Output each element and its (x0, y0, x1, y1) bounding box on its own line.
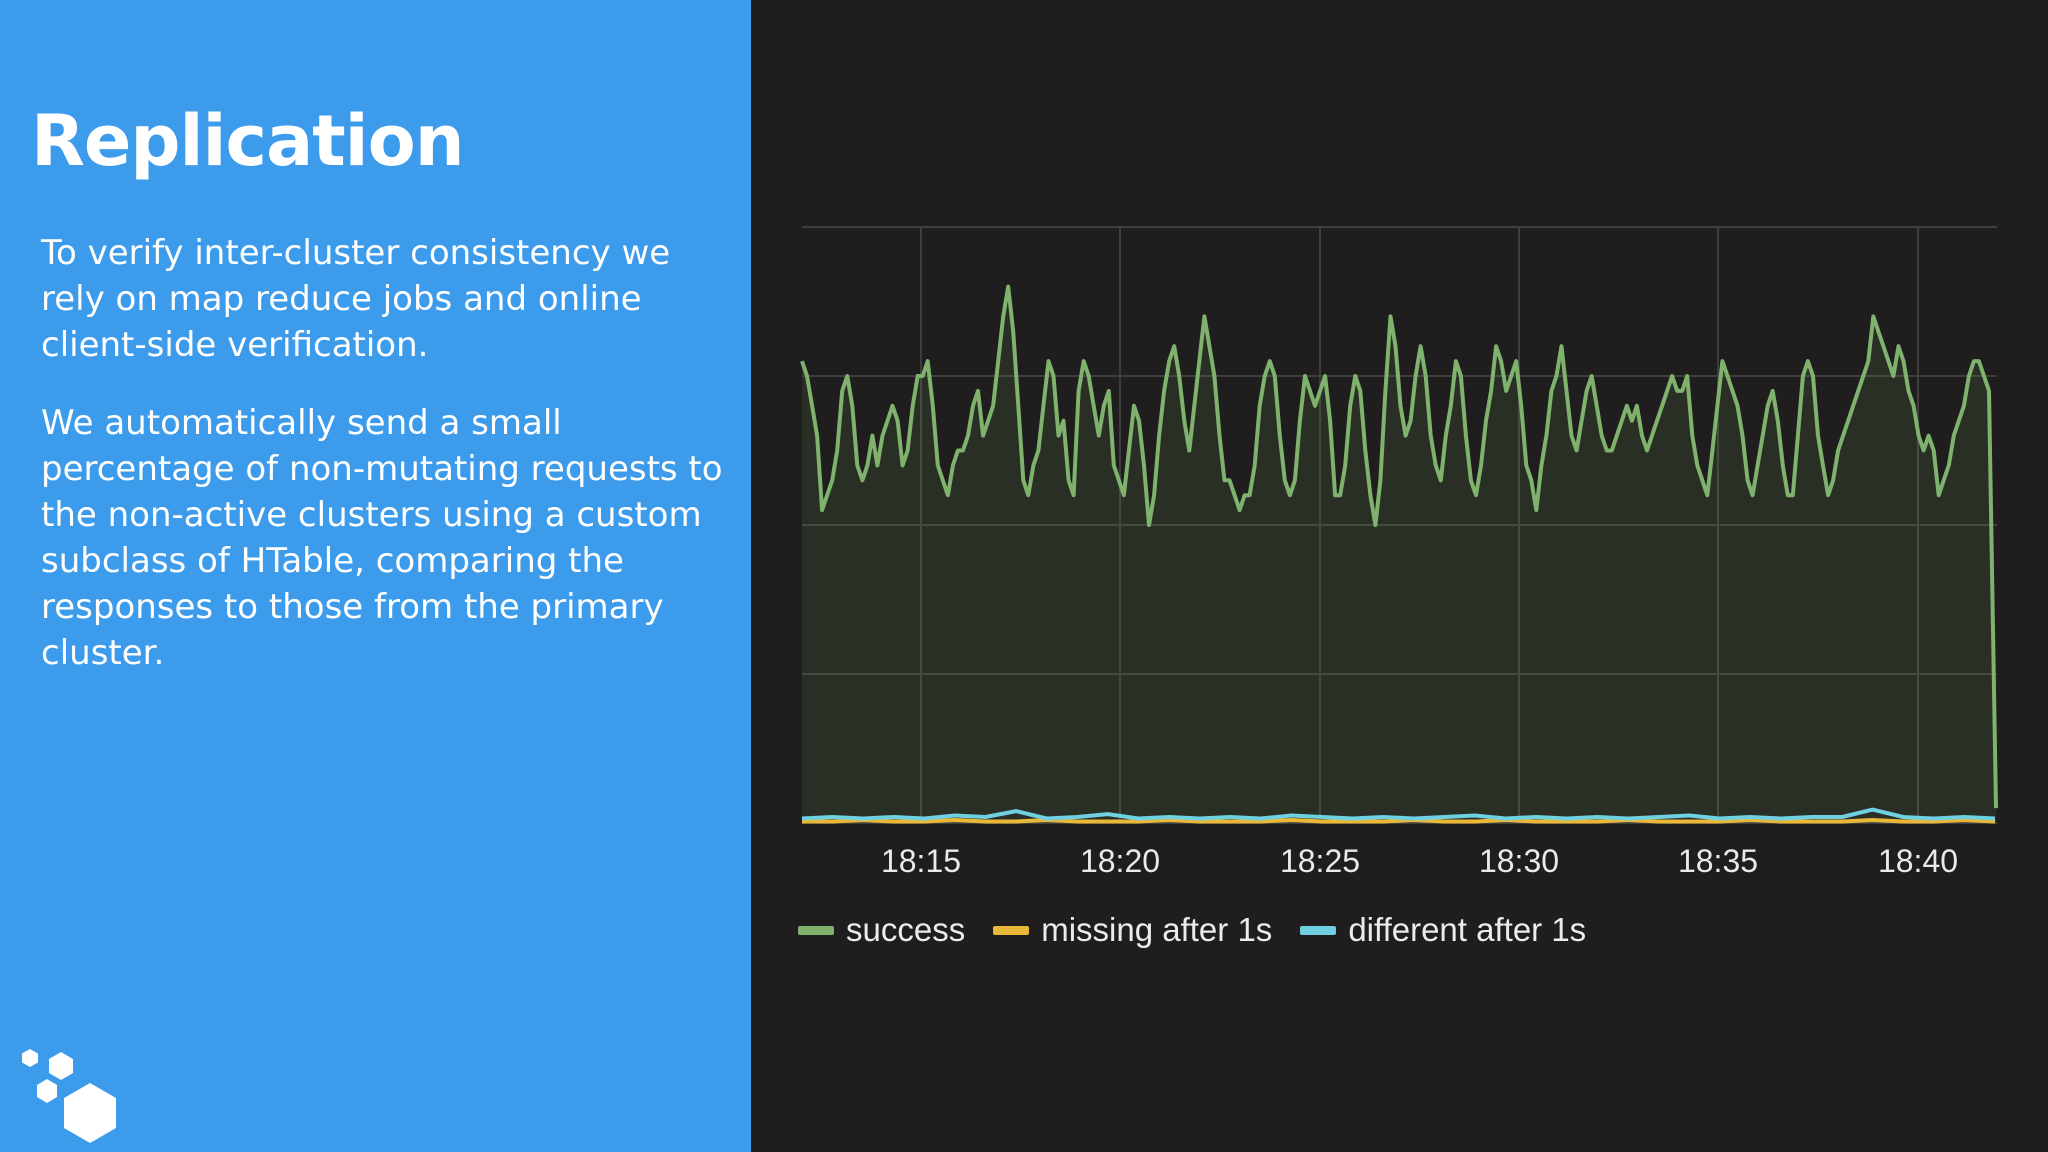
success-series-area (802, 286, 1996, 824)
x-tick-label: 18:20 (1080, 843, 1160, 879)
slide-text-panel: Replication To verify inter-cluster cons… (0, 0, 751, 1152)
paragraph-requests: We automatically send a small percentage… (41, 403, 723, 673)
x-tick-label: 18:25 (1280, 843, 1360, 879)
legend-label-success: success (846, 911, 966, 948)
success-series-line (800, 284, 1998, 809)
x-tick-label: 18:35 (1678, 843, 1758, 879)
legend-item-different[interactable]: different after 1s (1300, 911, 1586, 949)
legend-swatch-success (798, 925, 834, 935)
requests-chart: 18:15 18:20 18:25 18:30 18:35 18:40 (800, 226, 1998, 879)
legend-swatch-different (1300, 925, 1337, 935)
legend-label-missing: missing after 1s (1041, 911, 1273, 948)
x-tick-label: 18:15 (881, 843, 961, 879)
x-tick-label: 18:40 (1878, 843, 1958, 879)
legend-item-success[interactable]: success (798, 911, 965, 949)
legend-swatch-missing (993, 925, 1030, 935)
legend-label-different: different after 1s (1348, 911, 1587, 948)
missing-series-line (802, 818, 1996, 824)
paragraph-verification: To verify inter-cluster consistency we r… (41, 233, 671, 365)
chart-legend: success missing after 1s different after… (798, 905, 1614, 955)
x-tick-label: 18:30 (1479, 843, 1559, 879)
slide-title: Replication (31, 100, 465, 182)
different-series-line (801, 807, 1996, 821)
legend-item-missing[interactable]: missing after 1s (993, 911, 1272, 949)
hexagon-cluster-logo-icon (22, 1049, 116, 1143)
